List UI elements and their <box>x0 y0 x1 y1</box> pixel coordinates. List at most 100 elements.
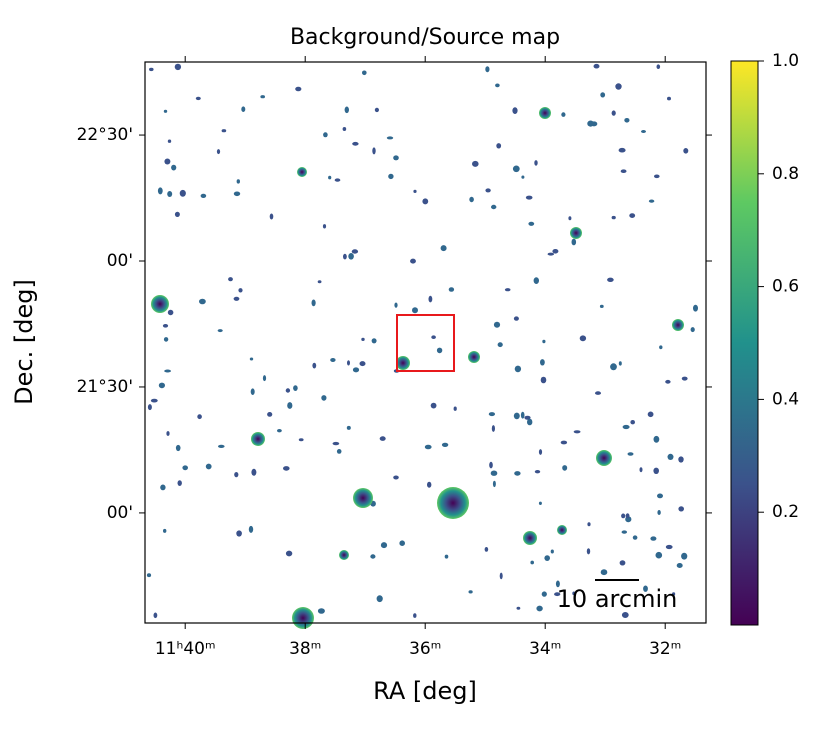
source-blob <box>393 155 399 161</box>
y-tick-label: 00' <box>107 251 133 271</box>
source-blob <box>228 277 233 282</box>
source-blob <box>413 613 417 618</box>
source-blob <box>174 211 180 217</box>
source-blob <box>528 221 535 226</box>
x-tick-label: 34ᵐ <box>529 639 561 659</box>
source-blob <box>541 591 547 597</box>
source-blob <box>632 535 638 540</box>
x-tick-label: 32ᵐ <box>649 639 681 659</box>
source-blob <box>683 148 689 154</box>
source-blob <box>344 106 349 114</box>
source-blob <box>561 112 566 117</box>
source-blob <box>540 376 547 384</box>
colorbar-tick-label: 0.8 <box>772 164 799 184</box>
source-blob <box>514 365 522 373</box>
source-blob <box>665 379 671 384</box>
source-blob <box>550 549 554 554</box>
source-blob <box>491 204 497 210</box>
source-blob <box>370 554 376 559</box>
source-blob <box>236 530 242 537</box>
source-blob <box>236 179 240 184</box>
source-blob <box>431 335 436 340</box>
source-blob <box>195 96 201 101</box>
source-blob <box>164 158 171 165</box>
source-blob <box>260 95 266 99</box>
source-blob <box>352 141 359 146</box>
scale-label: 10 arcmin <box>557 585 678 613</box>
source-blob <box>667 96 671 101</box>
source-blob <box>251 468 257 476</box>
source-blob <box>571 238 577 246</box>
source-blob <box>620 169 627 173</box>
source-blob <box>158 382 165 389</box>
y-tick-label: 21°30' <box>77 377 133 397</box>
source-blob <box>657 510 661 515</box>
plot-frame <box>144 61 707 624</box>
source-blob <box>330 358 336 362</box>
bright-source <box>396 356 410 370</box>
source-blob <box>504 288 511 292</box>
source-blob <box>267 412 273 417</box>
source-blob <box>621 530 627 534</box>
source-blob <box>497 342 503 348</box>
bright-source <box>468 351 480 363</box>
source-blob <box>610 363 617 371</box>
region-box <box>396 314 455 372</box>
source-blob <box>372 147 376 155</box>
source-blob <box>342 127 347 131</box>
source-blob <box>328 175 332 180</box>
source-blob <box>611 215 616 220</box>
source-blob <box>657 493 663 499</box>
source-blob <box>295 86 302 92</box>
source-blob <box>412 307 418 314</box>
source-blob <box>285 388 291 393</box>
source-blob <box>485 66 490 73</box>
source-blob <box>496 143 502 149</box>
source-blob <box>388 173 394 180</box>
source-blob <box>311 299 316 307</box>
source-blob <box>629 213 636 219</box>
source-blob <box>542 339 546 344</box>
source-blob <box>217 329 223 333</box>
source-blob <box>655 551 663 559</box>
source-blob <box>520 411 525 419</box>
source-blob <box>241 106 246 112</box>
y-axis-label: Dec. [deg] <box>10 279 38 405</box>
bright-source <box>539 107 551 119</box>
source-blob <box>607 277 614 282</box>
source-blob <box>362 70 367 76</box>
source-blob <box>153 612 158 619</box>
bright-source <box>437 487 469 519</box>
bright-source <box>297 167 307 177</box>
source-blob <box>540 359 545 366</box>
source-blob <box>453 406 457 411</box>
source-blob <box>249 357 254 361</box>
source-blob <box>681 552 688 560</box>
source-blob <box>525 195 533 200</box>
source-blob <box>164 369 172 373</box>
source-blob <box>287 402 293 409</box>
source-blob <box>676 563 683 568</box>
source-blob <box>394 302 398 308</box>
source-blob <box>488 412 495 417</box>
source-blob <box>490 470 498 476</box>
source-blob <box>654 174 660 179</box>
source-blob <box>163 528 167 533</box>
source-blob <box>424 444 432 450</box>
source-blob <box>379 436 386 441</box>
source-blob <box>627 452 634 456</box>
source-blob <box>177 480 182 486</box>
source-blob <box>262 375 267 382</box>
source-blob <box>516 606 521 610</box>
source-blob <box>393 475 399 480</box>
source-blob <box>593 63 600 69</box>
source-blob <box>536 605 543 612</box>
source-blob <box>690 327 695 333</box>
source-blob <box>538 449 543 455</box>
source-blob <box>322 224 327 229</box>
source-blob <box>484 547 489 552</box>
source-blob <box>512 165 520 173</box>
source-blob <box>321 395 327 401</box>
source-blob <box>552 249 559 254</box>
